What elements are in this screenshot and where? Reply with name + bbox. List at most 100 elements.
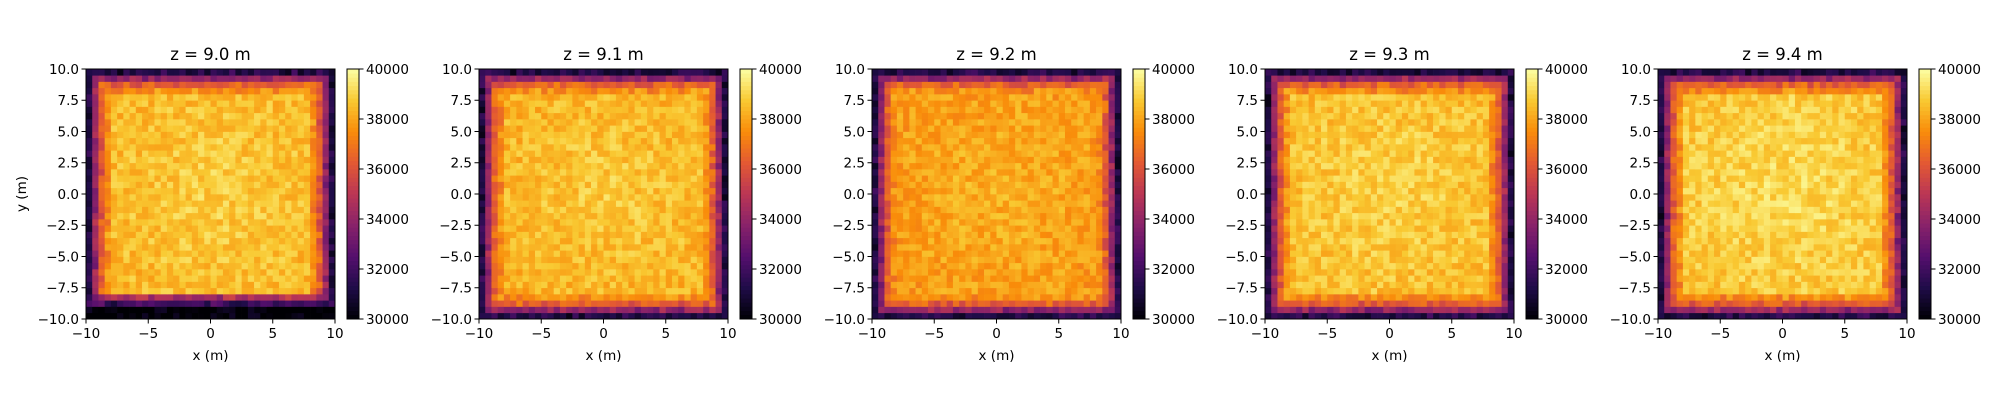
heatmap-cell (204, 156, 211, 164)
heatmap-cell (266, 294, 274, 301)
heatmap-cell (1008, 275, 1016, 282)
heatmap-cell (535, 87, 542, 95)
heatmap-cell (129, 169, 137, 176)
heatmap-cell (510, 75, 517, 82)
heatmap-cell (578, 131, 586, 139)
heatmap-cell (135, 181, 143, 189)
heatmap-cell (603, 256, 611, 264)
heatmap-cell (210, 312, 218, 320)
heatmap-cell (647, 175, 654, 182)
heatmap-cell (996, 281, 1004, 289)
heatmap-cell (928, 262, 935, 270)
heatmap-cell (1015, 156, 1022, 164)
heatmap-cell (959, 312, 966, 320)
heatmap-cell (154, 306, 162, 314)
heatmap-cell (1027, 219, 1035, 226)
heatmap-cell (584, 131, 592, 139)
heatmap-cell (1089, 87, 1097, 95)
heatmap-cell (222, 212, 230, 220)
heatmap-cell (622, 194, 629, 201)
heatmap-cell (671, 219, 679, 226)
heatmap-cell (135, 81, 143, 89)
heatmap-cell (603, 150, 611, 157)
heatmap-cell (254, 312, 261, 320)
heatmap-cell (940, 256, 948, 264)
heatmap-cell (297, 181, 305, 189)
heatmap-cell (516, 181, 523, 189)
heatmap-cell (678, 300, 685, 307)
heatmap-cell (129, 75, 137, 82)
heatmap-cell (1033, 162, 1041, 170)
heatmap-cell (1064, 225, 1072, 232)
heatmap-cell (1077, 200, 1084, 207)
heatmap-cell (603, 212, 611, 220)
heatmap-cell (1052, 150, 1060, 157)
heatmap-cell (216, 225, 224, 232)
heatmap-cell (303, 275, 311, 282)
heatmap-cell (191, 306, 199, 314)
heatmap-cell (110, 250, 118, 257)
heatmap-cell (909, 269, 916, 276)
heatmap-cell (709, 87, 716, 95)
heatmap-cell (303, 244, 311, 251)
heatmap-cell (928, 200, 935, 207)
heatmap-cell (584, 156, 592, 164)
heatmap-cell (485, 144, 492, 151)
heatmap-cell (934, 281, 941, 289)
heatmap-cell (678, 194, 685, 201)
heatmap-cell (216, 187, 224, 195)
heatmap-cell (541, 119, 548, 126)
heatmap-cell (615, 300, 623, 307)
heatmap-cell (653, 181, 660, 189)
heatmap-cell (915, 256, 923, 264)
heatmap-cell (547, 237, 555, 245)
heatmap-cell (92, 119, 99, 126)
heatmap-cell (322, 112, 330, 120)
heatmap-cell (1008, 294, 1016, 301)
heatmap-cell (303, 106, 311, 114)
heatmap-cell (229, 250, 236, 257)
heatmap-cell (528, 75, 536, 82)
heatmap-cell (971, 94, 979, 101)
heatmap-cell (553, 212, 561, 220)
heatmap-cell (1058, 206, 1066, 214)
heatmap-cell (622, 175, 629, 182)
heatmap-cell (547, 169, 555, 176)
heatmap-cell (921, 231, 929, 239)
heatmap-cell (603, 262, 611, 270)
heatmap-cell (1102, 169, 1109, 176)
heatmap-cell (485, 187, 492, 195)
heatmap-cell (572, 231, 579, 239)
heatmap-cell (216, 125, 224, 132)
heatmap-cell (154, 281, 162, 289)
heatmap-cell (272, 225, 280, 232)
heatmap-cell (671, 144, 679, 151)
heatmap-cell (535, 237, 542, 245)
heatmap-cell (1058, 219, 1066, 226)
heatmap-cell (1040, 87, 1047, 95)
heatmap-cell (135, 256, 143, 264)
heatmap-cell (247, 200, 255, 207)
heatmap-cell (622, 131, 629, 139)
heatmap-cell (104, 244, 112, 251)
heatmap-cell (185, 150, 193, 157)
heatmap-cell (952, 200, 960, 207)
heatmap-cell (591, 81, 598, 89)
heatmap-cell (965, 206, 972, 214)
heatmap-cell (310, 156, 317, 164)
heatmap-cell (160, 75, 168, 82)
heatmap-cell (959, 81, 966, 89)
heatmap-cell (148, 194, 155, 201)
heatmap-cell (609, 169, 617, 176)
heatmap-cell (1033, 106, 1041, 114)
heatmap-cell (959, 144, 966, 151)
heatmap-cell (210, 125, 218, 132)
heatmap-cell (715, 137, 723, 145)
heatmap-cell (303, 169, 311, 176)
heatmap-cell (984, 156, 991, 164)
heatmap-cell (272, 244, 280, 251)
colorbar-swatch (347, 89, 359, 95)
heatmap-cell (166, 269, 174, 276)
heatmap-cell (328, 250, 336, 257)
heatmap-cell (278, 69, 286, 76)
